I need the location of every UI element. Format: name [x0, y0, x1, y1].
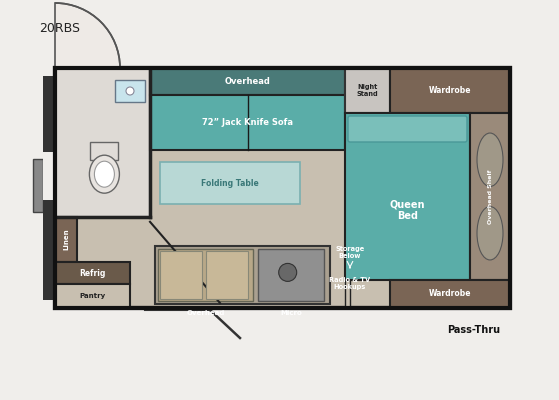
Bar	[91, 142, 119, 160]
Bar	[206, 251, 248, 299]
Ellipse shape	[89, 155, 120, 193]
Bar	[160, 251, 202, 299]
Text: Linen: Linen	[63, 229, 69, 250]
Text: Wardrobe: Wardrobe	[429, 86, 471, 95]
Text: Overhead: Overhead	[186, 310, 225, 316]
Bar	[43, 152, 55, 200]
Bar	[390, 68, 510, 113]
Bar	[155, 246, 330, 304]
Text: 72” Jack Knife Sofa: 72” Jack Knife Sofa	[202, 118, 293, 127]
Bar	[345, 68, 390, 113]
Text: Overhead Shelf: Overhead Shelf	[487, 169, 492, 224]
Ellipse shape	[477, 133, 503, 186]
Bar	[55, 217, 77, 262]
Bar	[55, 68, 510, 308]
Bar	[115, 80, 145, 102]
Ellipse shape	[94, 161, 115, 187]
Text: Folding Table: Folding Table	[201, 178, 259, 188]
Bar	[160, 162, 300, 204]
Bar	[43, 76, 55, 300]
Ellipse shape	[477, 206, 503, 260]
Bar	[470, 113, 510, 280]
Bar	[345, 113, 470, 280]
Bar	[258, 249, 324, 301]
Text: Night
Stand: Night Stand	[357, 84, 378, 97]
Circle shape	[126, 87, 134, 95]
Bar	[55, 68, 510, 308]
Bar	[150, 95, 345, 150]
Wedge shape	[55, 3, 120, 68]
Text: Wardrobe: Wardrobe	[429, 290, 471, 298]
Bar	[55, 68, 150, 217]
Text: Radio & TV
Hookups: Radio & TV Hookups	[329, 276, 371, 290]
Text: Refrig: Refrig	[79, 269, 106, 278]
Bar	[390, 280, 510, 308]
Bar	[43, 76, 55, 160]
Bar	[150, 68, 345, 95]
FancyBboxPatch shape	[348, 116, 467, 142]
Text: Micro: Micro	[280, 310, 302, 316]
Text: Pantry: Pantry	[79, 293, 106, 299]
Bar	[55, 284, 130, 308]
Text: Pass-Thru: Pass-Thru	[447, 325, 500, 335]
Bar	[55, 262, 130, 284]
Bar	[158, 249, 253, 301]
Bar	[33, 159, 43, 212]
Text: Overhead: Overhead	[225, 77, 271, 86]
Bar	[43, 200, 55, 284]
Text: 20RBS: 20RBS	[40, 22, 80, 34]
Bar	[345, 280, 350, 308]
Text: Queen
Bed: Queen Bed	[390, 199, 425, 221]
Circle shape	[279, 263, 297, 282]
Text: Storage
Below: Storage Below	[335, 246, 364, 260]
